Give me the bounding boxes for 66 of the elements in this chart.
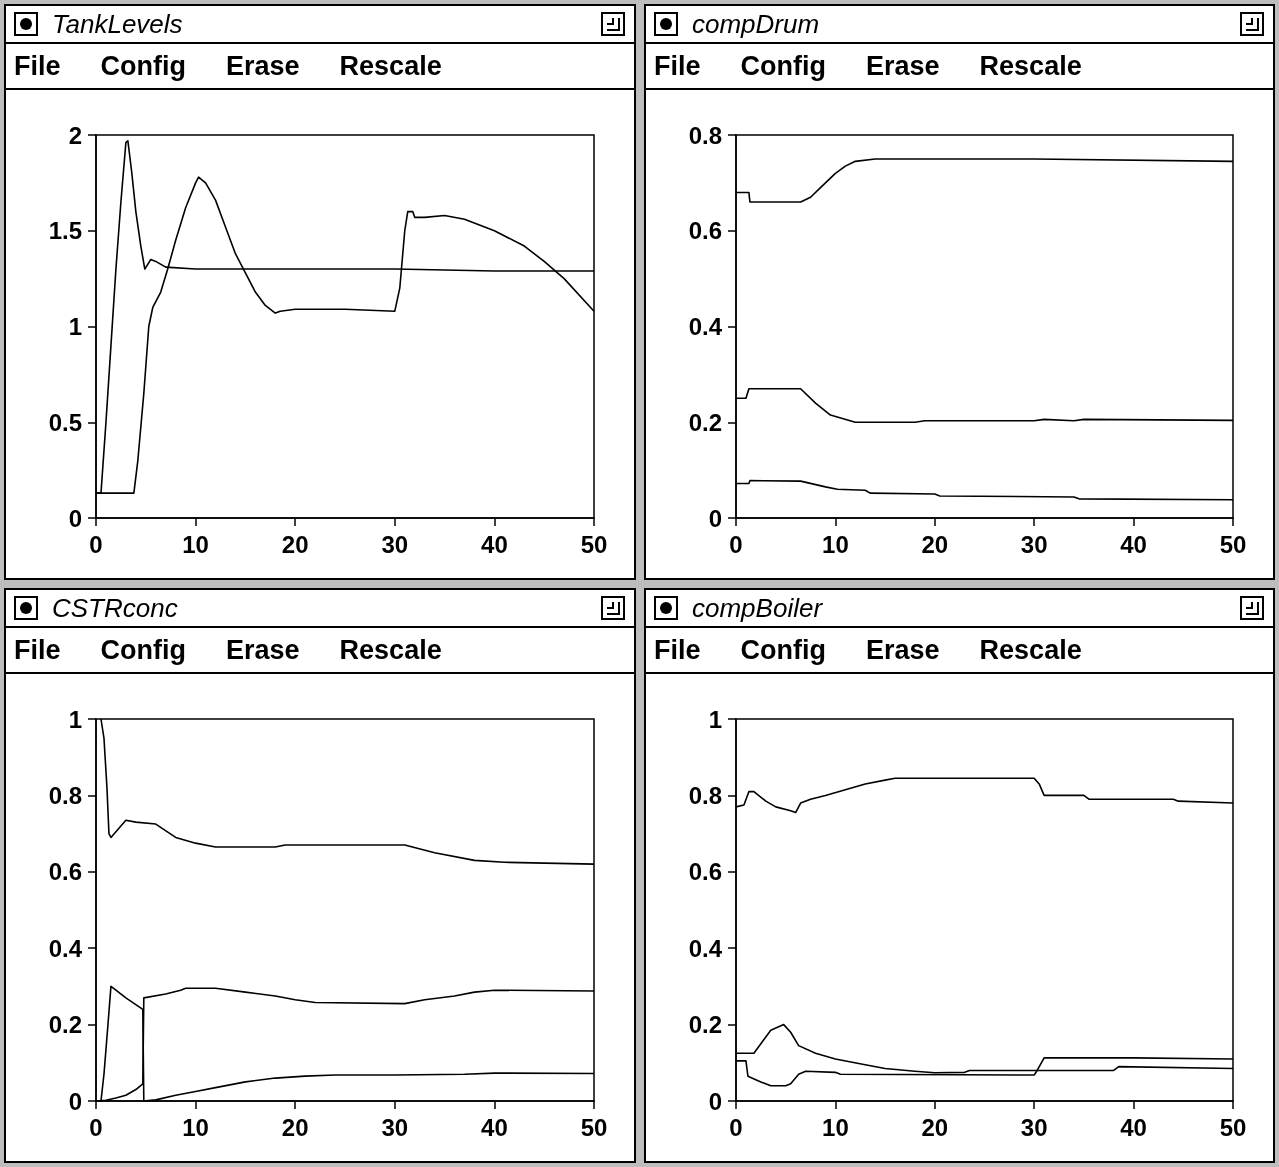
x-tick-label: 30 xyxy=(381,530,409,558)
y-tick-label: 0.4 xyxy=(688,313,723,340)
y-tick-label: 1 xyxy=(68,705,82,733)
text: Config xyxy=(740,634,826,666)
text: Erase xyxy=(866,50,940,82)
x-tick-label: 10 xyxy=(822,530,849,558)
y-tick-label: 1.5 xyxy=(48,217,82,245)
text: Erase xyxy=(226,634,300,666)
text: Config xyxy=(740,50,826,82)
x-tick-label: 40 xyxy=(1120,1113,1147,1141)
y-tick-label: 0.2 xyxy=(688,1011,722,1039)
y-tick-label: 0.8 xyxy=(688,781,722,809)
x-tick-label: 0 xyxy=(729,1113,743,1141)
x-tick-label: 50 xyxy=(1219,1113,1247,1141)
x-tick-label: 40 xyxy=(481,1113,508,1141)
x-tick-label: 20 xyxy=(921,530,949,558)
y-tick-label: 1 xyxy=(708,705,722,733)
x-tick-label: 10 xyxy=(182,1113,209,1141)
y-tick-label: 0 xyxy=(708,504,722,532)
y-tick-label: 0.8 xyxy=(48,781,82,809)
y-tick-label: 0.4 xyxy=(688,934,723,962)
text: Rescale xyxy=(339,634,442,666)
x-tick-label: 10 xyxy=(822,1113,849,1141)
x-tick-label: 30 xyxy=(381,1113,409,1141)
text: Config xyxy=(100,50,186,82)
y-tick-label: 0.8 xyxy=(688,121,722,149)
text: File xyxy=(654,50,701,82)
y-tick-label: 0 xyxy=(68,504,82,532)
y-tick-label: 0.2 xyxy=(48,1011,82,1039)
text: Rescale xyxy=(979,50,1082,82)
x-tick-label: 30 xyxy=(1020,1113,1048,1141)
y-tick-label: 2 xyxy=(68,121,82,149)
x-tick-label: 50 xyxy=(580,1113,608,1141)
x-tick-label: 50 xyxy=(580,530,608,558)
text: Rescale xyxy=(339,50,442,82)
chart-title: compDrum xyxy=(692,8,821,40)
y-tick-label: 0.5 xyxy=(48,408,82,436)
text: Rescale xyxy=(979,634,1082,666)
y-tick-label: 0.6 xyxy=(688,858,722,886)
y-tick-label: 0.6 xyxy=(48,858,82,886)
x-tick-label: 0 xyxy=(729,530,743,558)
y-tick-label: 1 xyxy=(68,313,82,340)
y-tick-label: 0 xyxy=(68,1087,82,1115)
y-tick-label: 0.2 xyxy=(688,408,722,436)
text: File xyxy=(14,50,61,82)
x-tick-label: 20 xyxy=(921,1113,949,1141)
y-tick-label: 0.6 xyxy=(688,217,722,245)
y-tick-label: 0 xyxy=(708,1087,722,1115)
text: Erase xyxy=(226,50,300,82)
chart-title: CSTRconc xyxy=(52,592,179,624)
chart-title: compBoiler xyxy=(692,592,824,624)
text: Erase xyxy=(866,634,940,666)
x-tick-label: 20 xyxy=(281,530,309,558)
x-tick-label: 10 xyxy=(182,530,209,558)
y-tick-label: 0.4 xyxy=(48,934,83,962)
text: File xyxy=(14,634,61,666)
text: File xyxy=(654,634,701,666)
x-tick-label: 20 xyxy=(281,1113,309,1141)
text: Config xyxy=(100,634,186,666)
x-tick-label: 40 xyxy=(481,530,508,558)
x-tick-label: 30 xyxy=(1020,530,1048,558)
x-tick-label: 0 xyxy=(89,530,103,558)
chart-title: TankLevels xyxy=(52,8,184,40)
x-tick-label: 0 xyxy=(89,1113,103,1141)
x-tick-label: 40 xyxy=(1120,530,1147,558)
x-tick-label: 50 xyxy=(1219,530,1247,558)
